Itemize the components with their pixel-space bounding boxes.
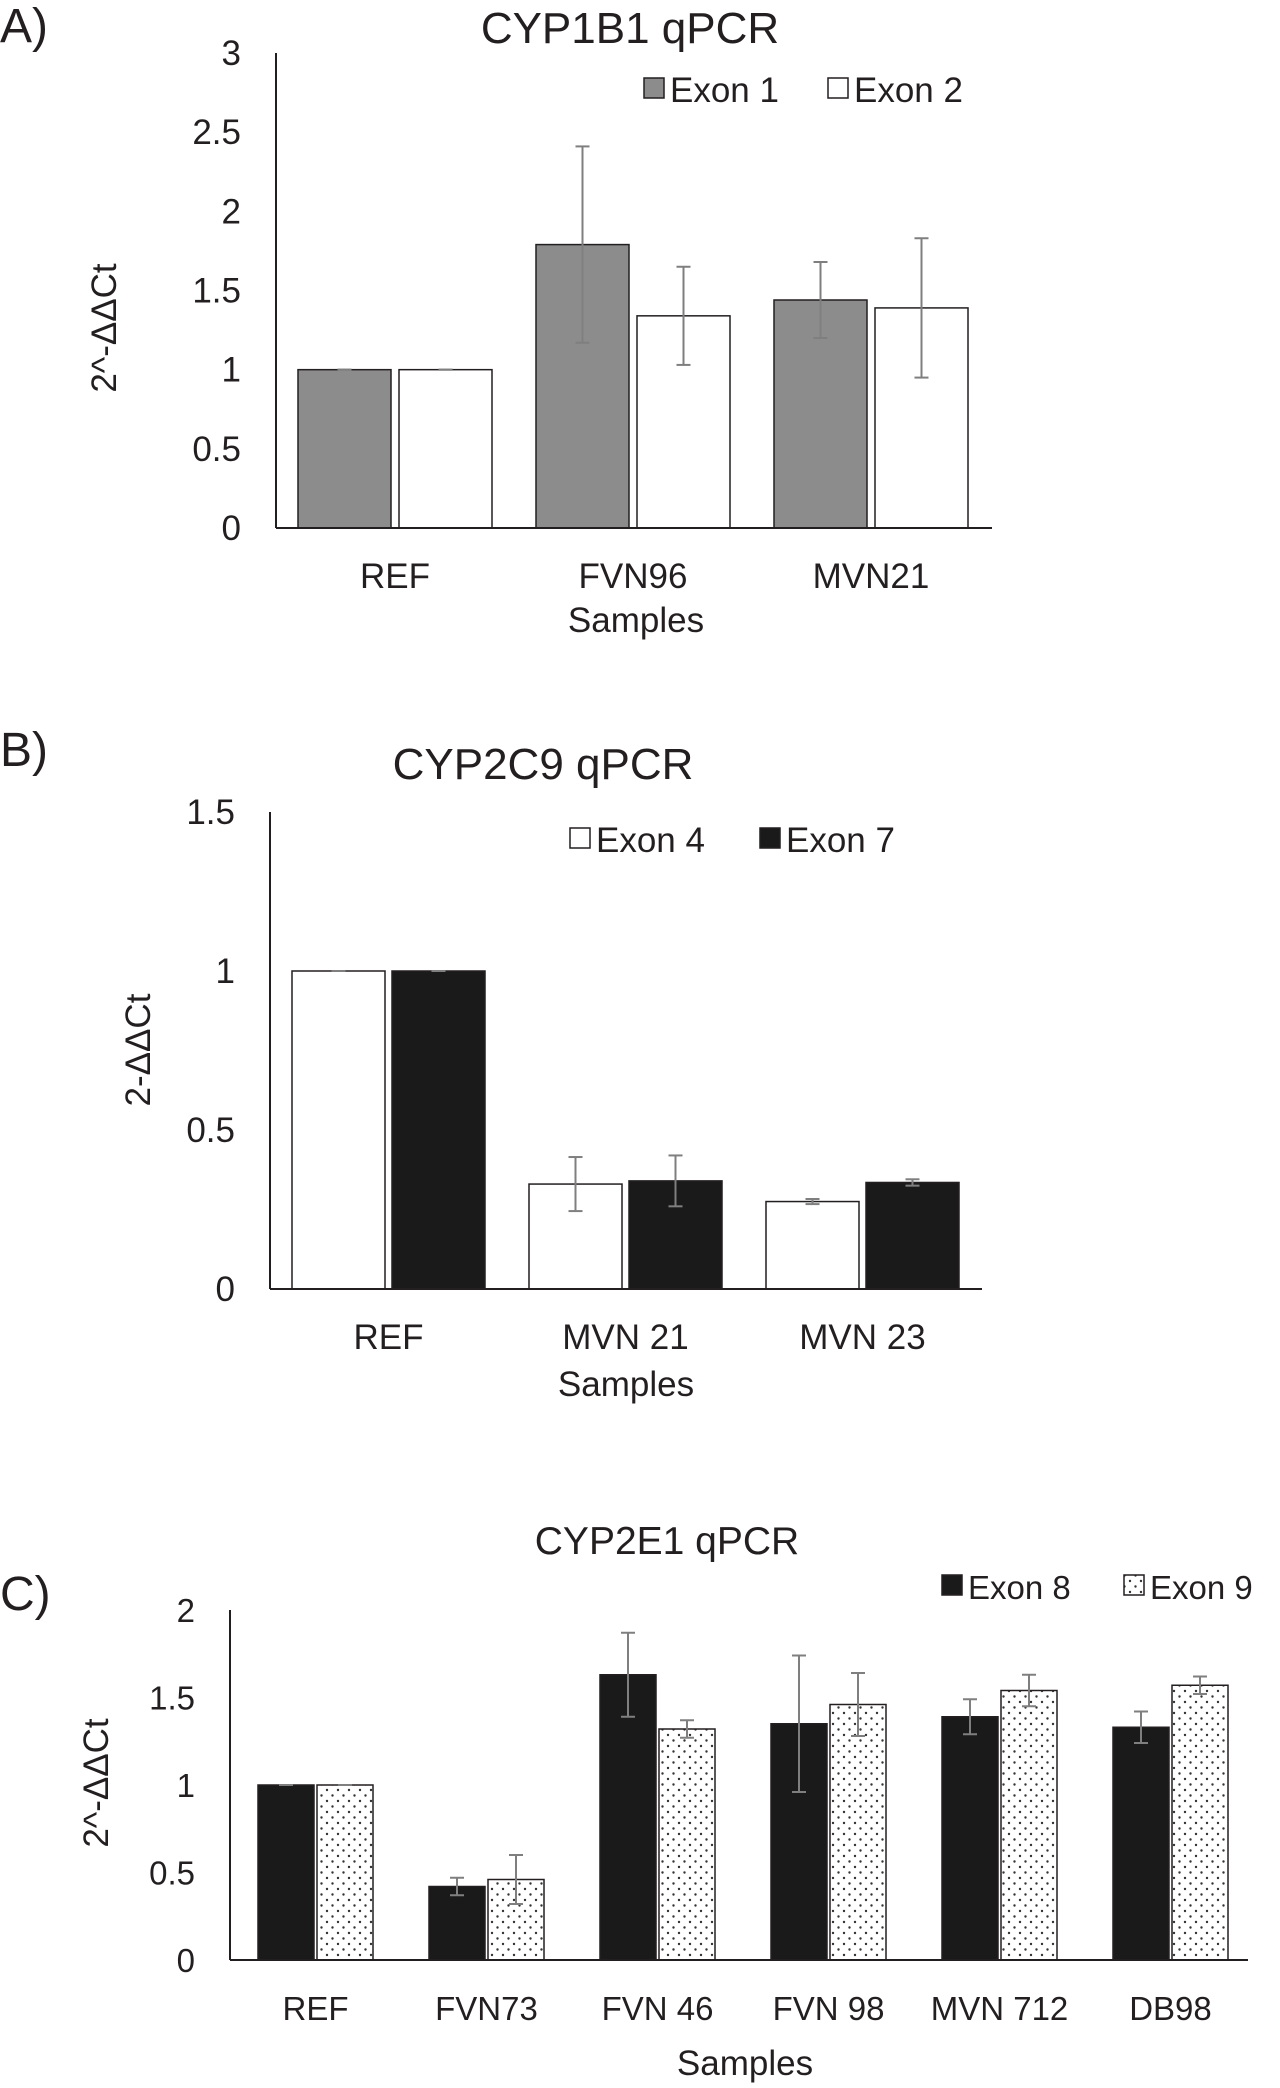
- x-tick-label: REF: [283, 1990, 349, 2027]
- legend-swatch: [827, 77, 849, 99]
- legend-label: Exon 1: [670, 71, 779, 110]
- legend-swatch: [569, 827, 591, 849]
- legend-swatch: [1123, 1574, 1145, 1596]
- bar: [257, 1784, 315, 1961]
- legend-label: Exon 7: [786, 821, 895, 860]
- bar: [297, 368, 392, 529]
- y-tick-label: 1: [177, 1767, 195, 1804]
- y-tick-label: 2: [177, 1592, 195, 1629]
- bar: [428, 1885, 486, 1961]
- x-tick-label: DB98: [1129, 1990, 1212, 2027]
- panel-c: C) CYP2E1 qPCR 0 0.5 1 1.5 2 2^-ΔΔCt REF FVN73 FVN…: [0, 1520, 1253, 2083]
- panel-a: A) CYP1B1 qPCR 0 0.5 1 1.5 2 2.5 3 2^-ΔΔCt REF FVN9…: [0, 0, 992, 640]
- bar: [599, 1674, 657, 1961]
- legend-swatch: [941, 1574, 963, 1596]
- chart-title: CYP1B1 qPCR: [481, 4, 779, 53]
- y-tick-label: 0.5: [186, 1111, 235, 1150]
- bar: [291, 970, 386, 1290]
- bar: [658, 1728, 716, 1961]
- y-tick-label: 2.5: [192, 113, 241, 152]
- panel-label: C): [0, 1568, 51, 1621]
- chart-title: CYP2E1 qPCR: [535, 1520, 799, 1563]
- legend: Exon 1 Exon 2: [643, 71, 963, 110]
- bar: [1000, 1689, 1058, 1961]
- x-axis-label: Samples: [568, 601, 704, 640]
- y-axis-label: 2^-ΔΔCt: [85, 263, 124, 393]
- y-tick-label: 0: [216, 1270, 235, 1309]
- bar: [398, 368, 493, 529]
- y-tick-label: 0.5: [192, 430, 241, 469]
- legend-label: Exon 4: [596, 821, 705, 860]
- legend: Exon 8 Exon 9: [941, 1569, 1253, 1606]
- legend-label: Exon 9: [1150, 1569, 1253, 1606]
- panel-b: B) CYP2C9 qPCR 0 0.5 1 1.5 2-ΔΔCt REF MVN 21 MVN …: [0, 724, 982, 1404]
- y-axis-label: 2^-ΔΔCt: [77, 1718, 116, 1848]
- legend-label: Exon 2: [854, 71, 963, 110]
- legend-swatch: [759, 827, 781, 849]
- panel-label: B): [0, 724, 48, 777]
- y-tick-label: 3: [222, 34, 241, 73]
- y-tick-label: 1: [222, 351, 241, 390]
- x-tick-label: FVN 98: [773, 1990, 885, 2027]
- y-tick-label: 1.5: [186, 793, 235, 832]
- x-tick-label: FVN96: [579, 557, 688, 596]
- x-axis-label: Samples: [558, 1365, 694, 1404]
- bar: [865, 1181, 960, 1290]
- legend-label: Exon 8: [968, 1569, 1071, 1606]
- x-tick-label: REF: [360, 557, 430, 596]
- y-tick-label: 1: [216, 952, 235, 991]
- legend-swatch: [643, 77, 665, 99]
- bar: [1112, 1726, 1170, 1961]
- x-axis-label: Samples: [677, 2044, 813, 2083]
- y-tick-label: 0: [222, 509, 241, 548]
- panel-label: A): [0, 0, 48, 53]
- chart-title: CYP2C9 qPCR: [393, 740, 694, 789]
- legend: Exon 4 Exon 7: [569, 821, 895, 860]
- y-tick-label: 2: [222, 192, 241, 231]
- bar: [1171, 1684, 1229, 1961]
- y-tick-label: 1.5: [149, 1680, 195, 1717]
- bar: [765, 1200, 860, 1290]
- y-axis-label: 2-ΔΔCt: [119, 993, 158, 1106]
- bar: [829, 1703, 887, 1961]
- x-tick-label: REF: [354, 1318, 424, 1357]
- bar: [941, 1716, 999, 1961]
- x-tick-label: FVN 46: [602, 1990, 714, 2027]
- x-tick-label: MVN21: [813, 557, 930, 596]
- y-tick-label: 0: [177, 1942, 195, 1979]
- y-tick-label: 1.5: [192, 272, 241, 311]
- x-tick-label: MVN 23: [799, 1318, 925, 1357]
- x-tick-label: MVN 21: [562, 1318, 688, 1357]
- x-tick-label: FVN73: [435, 1990, 538, 2027]
- x-tick-label: MVN 712: [931, 1990, 1069, 2027]
- bar: [316, 1784, 374, 1961]
- y-tick-label: 0.5: [149, 1855, 195, 1892]
- bar: [391, 970, 486, 1290]
